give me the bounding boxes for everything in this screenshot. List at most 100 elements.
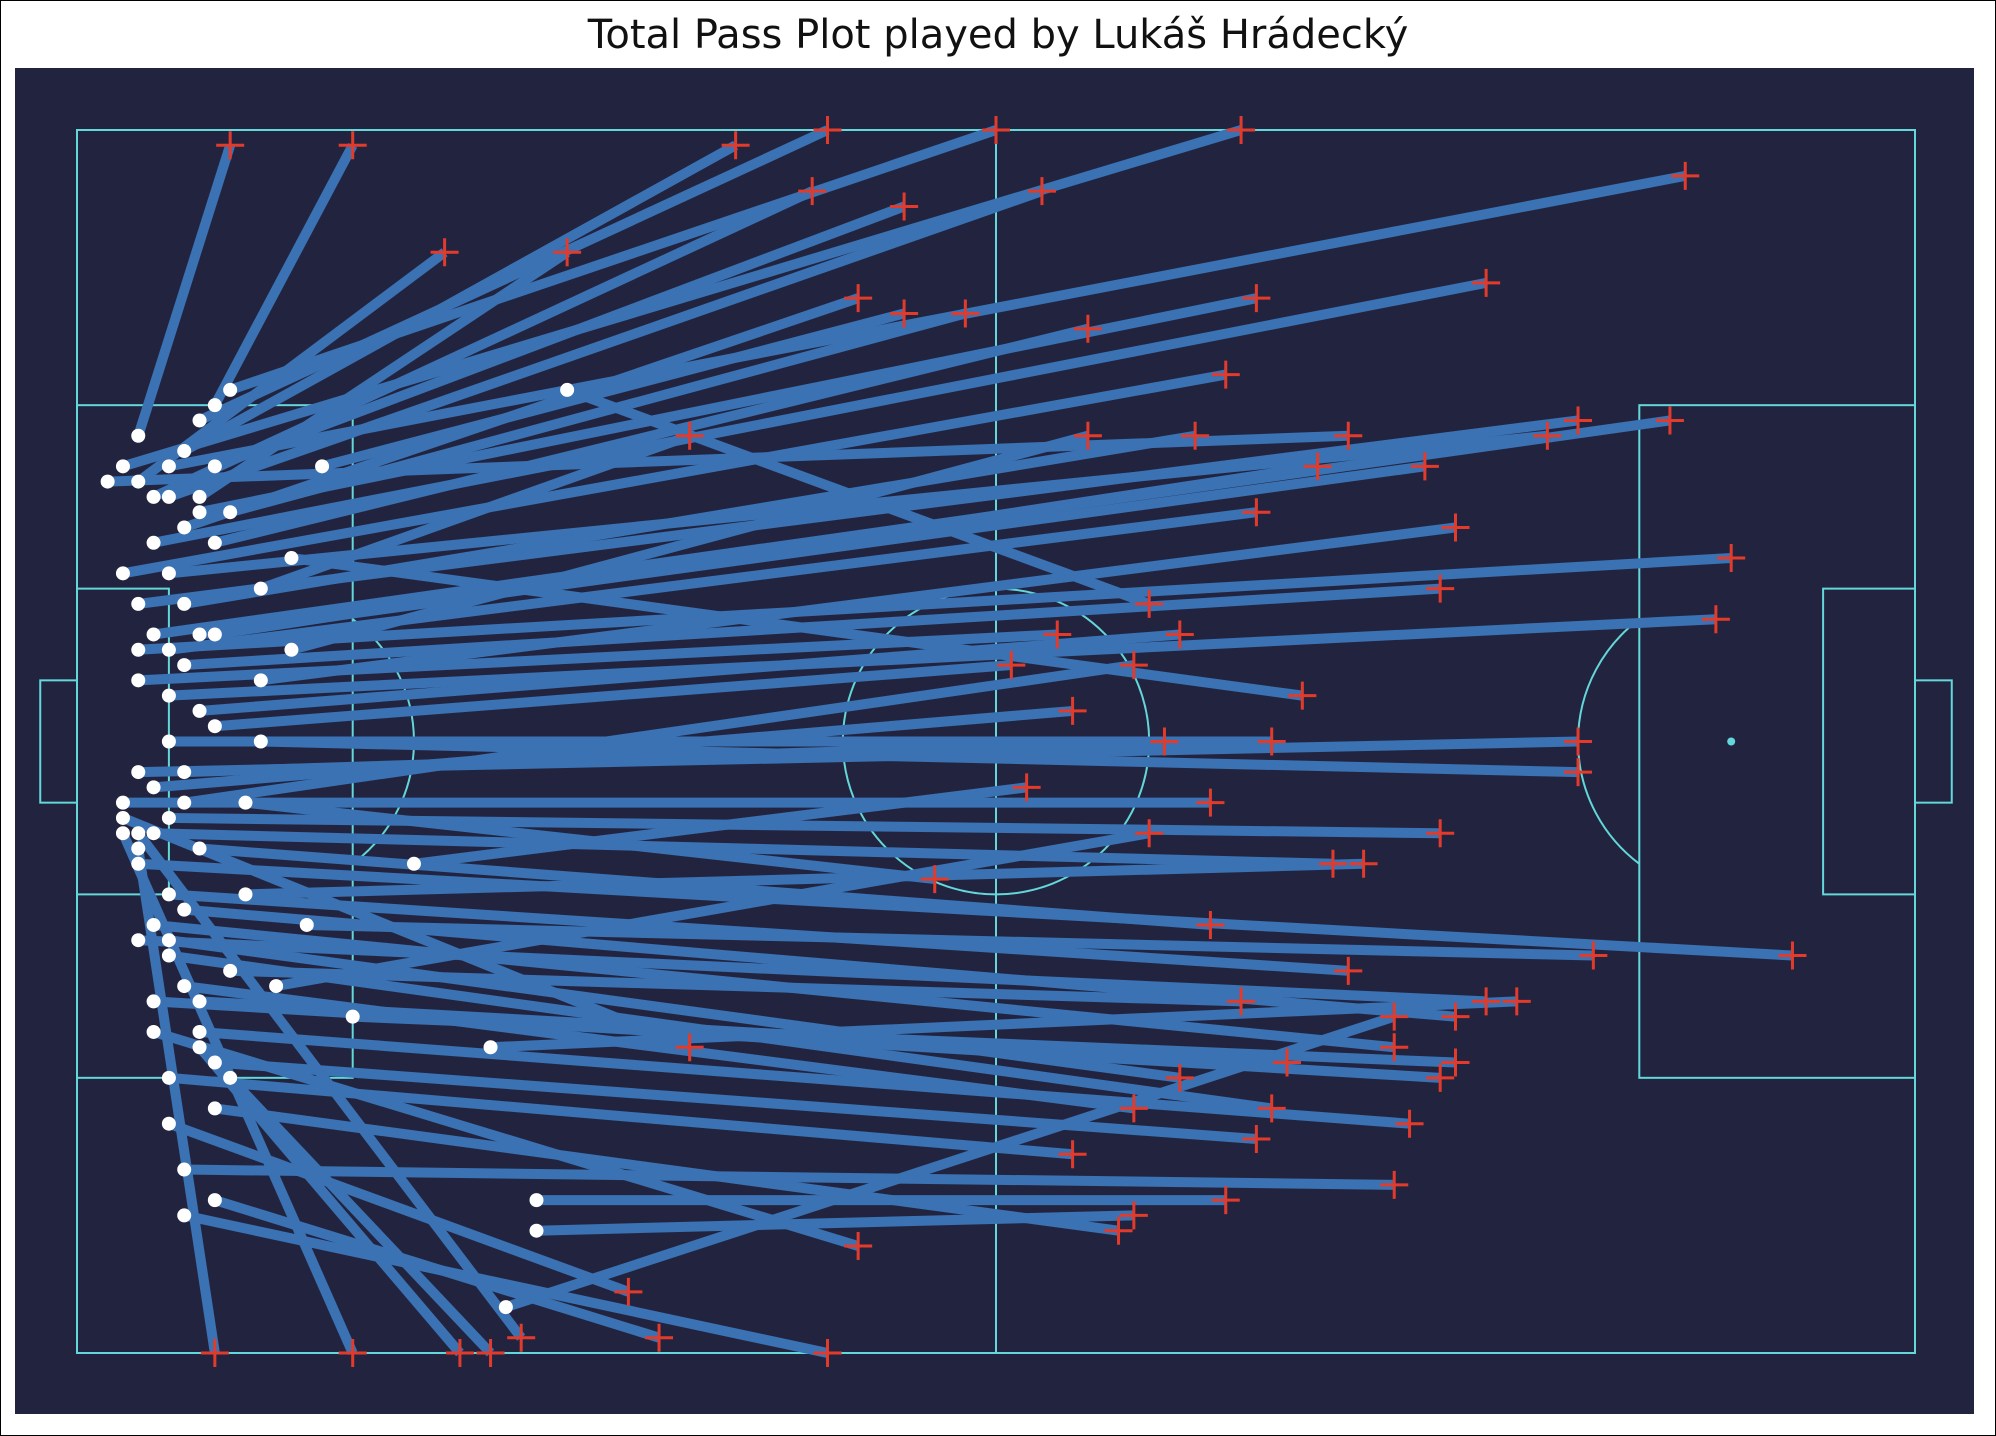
pass-start-point [131,841,146,856]
pass-line [260,736,1579,778]
pass-start-point [192,505,207,520]
pass-line [260,522,1457,686]
pass-start-point [131,826,146,841]
pass-end-marker [1227,116,1256,144]
pass-start-point [177,520,192,535]
pass-line [290,430,1090,655]
pass-end-marker [813,116,842,144]
pass-end-marker [997,651,1026,680]
pass-end-marker [1288,681,1317,710]
pass-start-point [131,428,146,443]
pass-start-point [207,627,222,642]
pass-end-marker [1778,941,1807,970]
pass-line [135,248,448,486]
pass-start-point [161,489,176,504]
pass-end-marker [813,1339,842,1367]
pass-start-point [161,933,176,948]
pass-end-marker [1150,727,1179,756]
pass-end-marker [1410,452,1439,481]
pass-end-marker [1349,849,1378,878]
pass-end-marker [1303,452,1332,481]
pass-line [413,782,1028,869]
pass-end-marker [1701,605,1730,634]
pass-end-marker [1426,819,1455,848]
pass-start-point [100,474,115,489]
pass-end-marker [1119,1201,1148,1230]
pass-line [228,308,967,518]
pass-start-point [223,963,238,978]
pass-end-marker [675,421,704,450]
pass-starts-group [100,382,575,1315]
pass-end-marker [1058,1140,1087,1169]
pass-end-marker [1135,589,1164,618]
pass-line [228,125,998,395]
pass-end-marker [1395,1109,1424,1138]
pass-start-point [238,887,253,902]
pass-end-marker [507,1323,536,1352]
pass-line [214,1057,1257,1144]
pass-start-point [192,1024,207,1039]
pass-end-marker [338,131,367,160]
pass-end-marker [1334,421,1363,450]
pass-end-marker [1165,1063,1194,1092]
pass-start-point [115,566,130,581]
pass-end-marker [1196,910,1225,939]
pass-line [133,847,220,1354]
pass-start-point [161,566,176,581]
pass-start-point [146,826,161,841]
pass-start-point [192,841,207,856]
pass-line [183,1210,829,1358]
pass-start-point [269,979,284,994]
pass-end-marker [1441,1048,1470,1077]
pass-line [244,797,936,885]
pass-start-point [406,856,421,871]
pass-start-point [177,1208,192,1223]
pass-end-marker [844,284,873,313]
pass-line [196,248,570,502]
right-penalty-spot [1727,737,1736,746]
pass-start-point [177,1162,192,1177]
pass-start-point [284,642,299,657]
pass-line [199,996,1288,1068]
pass-start-point [131,856,146,871]
pass-end-marker [721,131,750,160]
pass-end-marker [1242,498,1271,527]
pass-line [168,1072,1074,1160]
pass-start-point [207,719,222,734]
pass-start-point [161,1070,176,1085]
pass-start-point [207,1101,222,1116]
pass-start-point [115,795,130,810]
pass-end-marker [951,299,980,328]
pass-line [167,186,1044,502]
pass-end-marker [1058,696,1087,725]
pass-end-marker [216,131,245,160]
pass-line [230,965,1242,1007]
pass-line [167,1118,631,1297]
pass-line [210,142,358,408]
pass-end-marker [1012,773,1041,802]
pass-end-marker [1502,987,1531,1016]
pass-end-marker [1227,987,1256,1016]
pass-line [490,996,1517,1053]
pass-start-point [177,795,192,810]
pass-start-point [161,948,176,963]
pass-line [138,935,1487,1007]
pass-line [536,1210,1134,1236]
pass-end-marker [1273,1048,1302,1077]
pass-end-marker [1135,819,1164,848]
pass-line [133,143,235,438]
pass-start-point [131,933,146,948]
pass-line [184,1164,1395,1190]
pass-start-point [177,444,192,459]
pass-end-marker [476,1339,505,1367]
left-goal [39,679,78,804]
pass-end-marker [1196,788,1225,817]
pass-start-point [253,734,268,749]
pass-lines-group [107,125,1793,1358]
pass-start-point [299,917,314,932]
pass-end-marker [1257,727,1286,756]
pass-start-point [161,688,176,703]
pass-start-point [146,489,161,504]
pass-line [245,858,1364,900]
chart-title: Total Pass Plot played by Lukáš Hrádecký [587,12,1409,58]
